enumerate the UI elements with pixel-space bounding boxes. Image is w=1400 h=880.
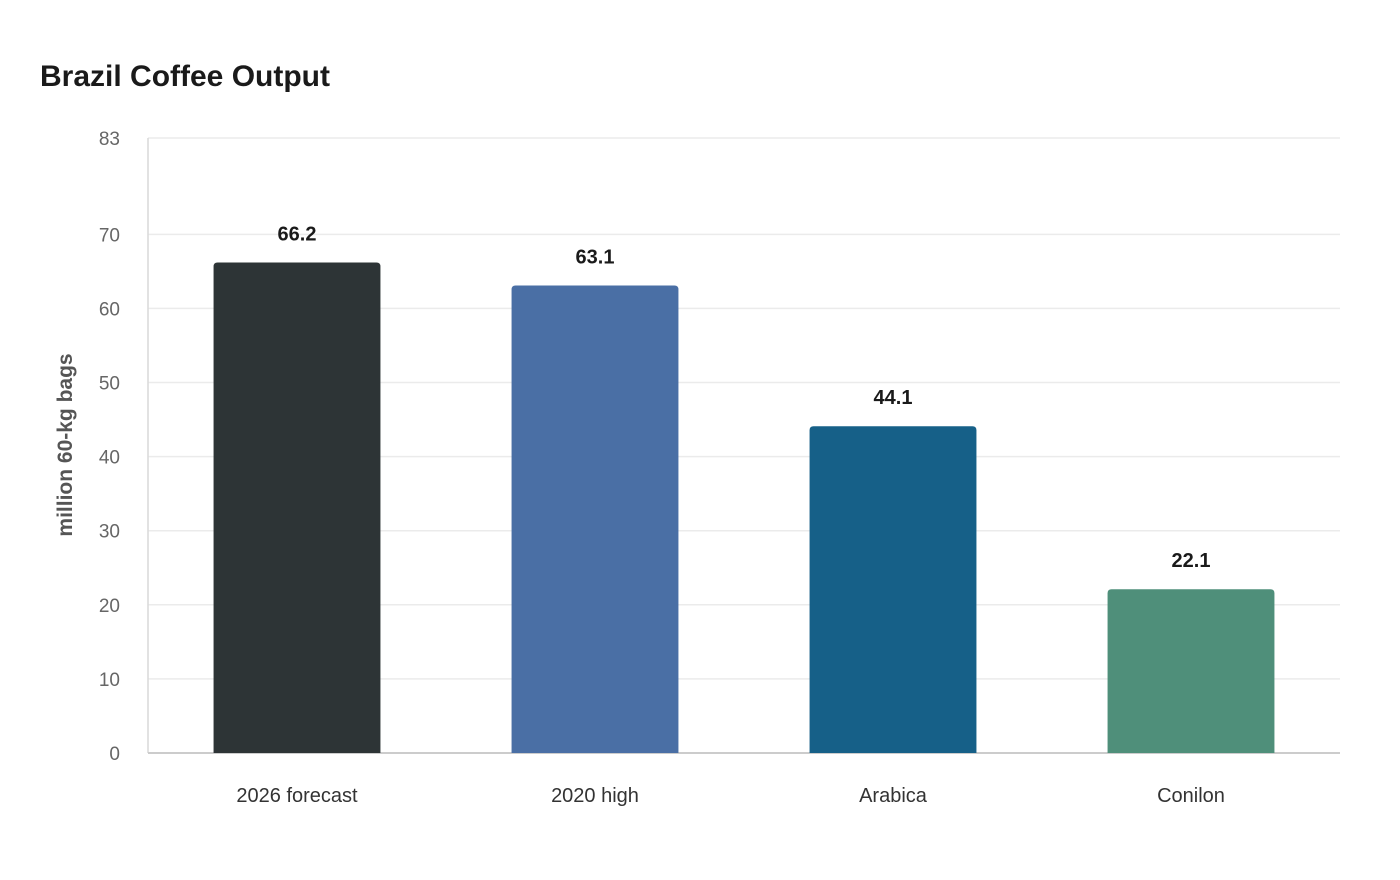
bar-2026-forecast (213, 262, 381, 753)
value-label: 66.2 (278, 223, 317, 245)
y-tick-label: 40 (99, 448, 120, 469)
y-axis-title: million 60-kg bags (54, 353, 77, 536)
category-labels: 2026 forecast 2020 high Arabica Conilon (236, 785, 1225, 807)
bar-arabica (809, 426, 977, 753)
y-tick-label: 30 (99, 522, 120, 543)
category-label: Arabica (859, 785, 928, 807)
y-tick-label: 70 (99, 225, 120, 246)
value-label: 22.1 (1172, 550, 1211, 572)
bars (213, 262, 1275, 753)
y-tick-label: 20 (99, 596, 120, 617)
bar-conilon (1107, 589, 1275, 753)
value-label: 63.1 (576, 246, 615, 268)
y-tick-label: 83 (99, 129, 120, 150)
chart-title: Brazil Coffee Output (40, 60, 330, 93)
category-label: 2020 high (551, 785, 639, 807)
value-labels: 66.2 63.1 44.1 22.1 (278, 223, 1211, 572)
category-label: Conilon (1157, 785, 1225, 807)
value-label: 44.1 (874, 387, 913, 409)
bar-2020-high (511, 285, 679, 753)
y-tick-label: 10 (99, 670, 120, 691)
y-axis-ticks: 0 10 20 30 40 50 60 70 83 (99, 129, 120, 765)
y-tick-label: 60 (99, 299, 120, 320)
y-tick-label: 0 (109, 744, 120, 765)
category-label: 2026 forecast (236, 785, 358, 807)
y-tick-label: 50 (99, 374, 120, 395)
